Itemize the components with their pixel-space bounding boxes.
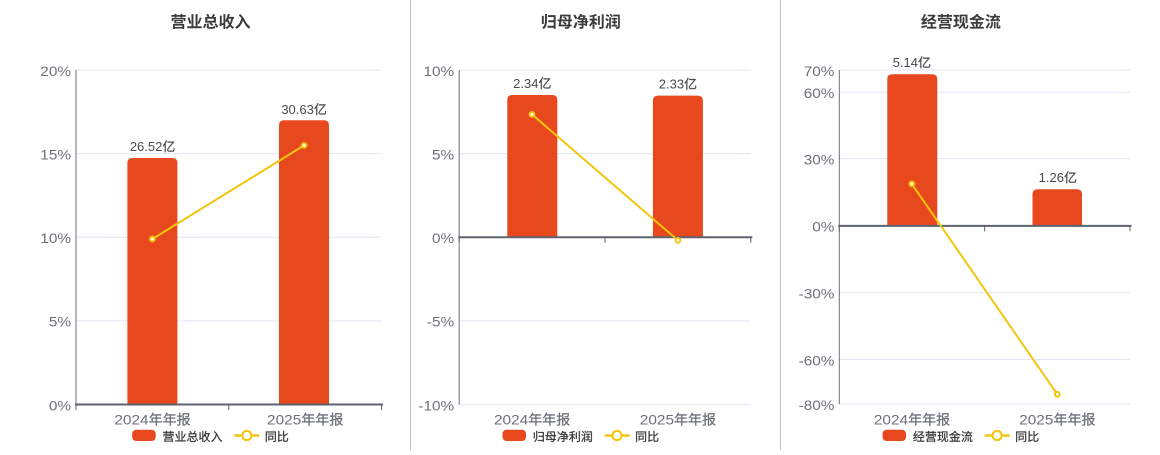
svg-text:2024: 2024 [114,412,148,428]
svg-text:0%: 0% [812,219,834,235]
svg-text:20%: 20% [40,63,71,79]
svg-text:2025: 2025 [267,412,301,428]
svg-text:5.14: 5.14 [893,55,918,70]
svg-text:30.63: 30.63 [281,102,314,117]
svg-text:-60%: -60% [799,352,835,368]
svg-text:1.26: 1.26 [1039,170,1064,185]
svg-text:2024: 2024 [494,412,528,428]
svg-text:2.34: 2.34 [513,76,538,91]
svg-text:10%: 10% [424,63,455,79]
svg-text:2024: 2024 [874,412,908,428]
svg-text:10%: 10% [40,230,71,246]
svg-text:2025: 2025 [1019,412,1053,428]
svg-text:26.52: 26.52 [130,139,163,154]
svg-text:-30%: -30% [799,286,835,302]
svg-text:30%: 30% [804,152,835,168]
svg-text:-10%: -10% [418,398,454,414]
svg-text:5%: 5% [432,146,454,162]
svg-text:0%: 0% [49,397,71,413]
svg-text:70%: 70% [804,63,835,79]
svg-text:2.33: 2.33 [659,77,684,92]
svg-text:5%: 5% [49,314,71,330]
svg-text:0%: 0% [432,230,454,246]
svg-text:2025: 2025 [640,412,674,428]
svg-text:-80%: -80% [799,397,835,413]
svg-text:15%: 15% [40,146,71,162]
svg-text:-5%: -5% [427,314,454,330]
svg-text:60%: 60% [804,85,835,101]
